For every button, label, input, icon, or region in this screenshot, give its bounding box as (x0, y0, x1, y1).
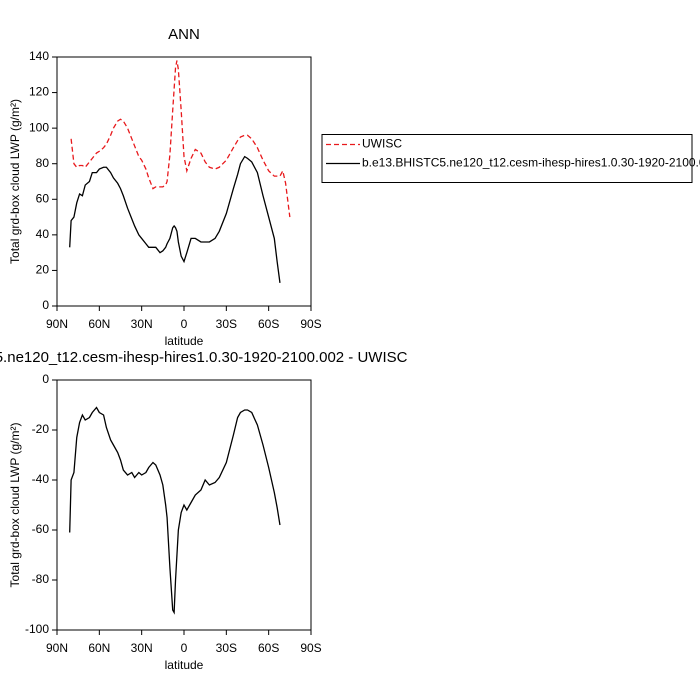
y-tick-label: -60 (32, 522, 50, 536)
y-tick-label: -80 (32, 572, 50, 586)
y-tick-label: 120 (29, 85, 49, 99)
y-tick-label: -20 (32, 422, 50, 436)
x-tick-label: 90N (46, 317, 68, 331)
y-tick-label: 0 (42, 372, 49, 386)
y-tick-label: 100 (29, 120, 49, 134)
plot-frame (56, 56, 312, 307)
legend-box (321, 134, 693, 183)
legend-label: UWISC (362, 137, 402, 151)
x-tick-label: 30N (131, 641, 153, 655)
x-tick-label: 60S (258, 641, 279, 655)
y-tick-label: 60 (36, 191, 50, 205)
x-tick-label: 30N (131, 317, 153, 331)
x-tick-label: 60N (88, 641, 110, 655)
y-tick-label: 20 (36, 263, 50, 277)
x-axis-label: latitude (165, 658, 204, 672)
y-tick-label: -100 (25, 622, 49, 636)
data-line (70, 60, 291, 218)
y-tick-label: 0 (42, 298, 49, 312)
plot-frame (56, 379, 312, 631)
chart-title: ANN (168, 26, 200, 43)
y-tick-label: 40 (36, 227, 50, 241)
data-line (69, 155, 281, 283)
y-axis-label: Total grd-box cloud LWP (g/m²) (8, 99, 22, 264)
legend-label: b.e13.BHISTC5.ne120_t12.cesm-ihesp-hires… (362, 156, 700, 170)
x-axis-label: latitude (165, 334, 204, 348)
x-tick-label: 60N (88, 317, 110, 331)
x-tick-label: 90N (46, 641, 68, 655)
y-tick-label: 80 (36, 156, 50, 170)
x-tick-label: 90S (300, 641, 321, 655)
x-tick-label: 0 (181, 641, 188, 655)
x-tick-label: 90S (300, 317, 321, 331)
chart-title: ISTC5.ne120_t12.cesm-ihesp-hires1.0.30-1… (0, 349, 408, 366)
y-axis-label: Total grd-box cloud LWP (g/m²) (8, 423, 22, 588)
y-tick-label: 140 (29, 49, 49, 63)
y-tick-label: -40 (32, 472, 50, 486)
x-tick-label: 30S (216, 641, 237, 655)
x-tick-label: 60S (258, 317, 279, 331)
x-tick-label: 0 (181, 317, 188, 331)
x-tick-label: 30S (216, 317, 237, 331)
data-line (69, 406, 281, 615)
